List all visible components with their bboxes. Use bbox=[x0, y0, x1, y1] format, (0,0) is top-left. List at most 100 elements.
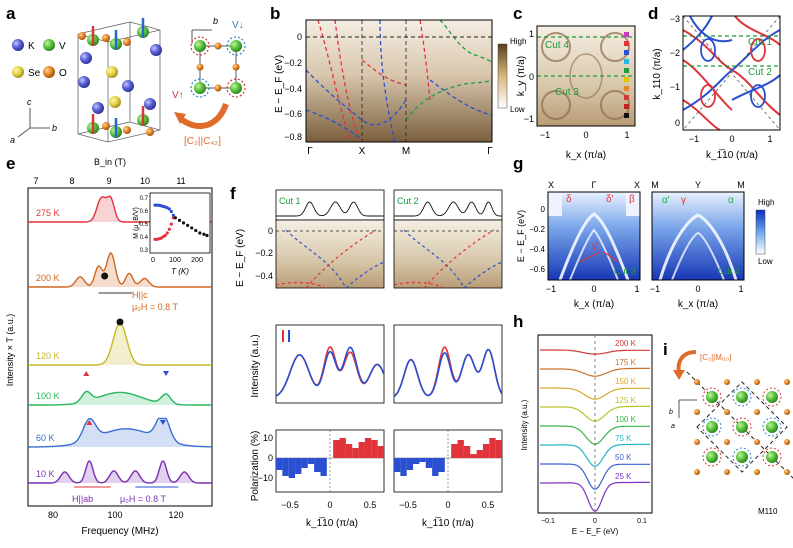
f-polarization-bar bbox=[451, 444, 458, 458]
e-inset-xtick: 200 bbox=[191, 257, 203, 264]
i-v-atom bbox=[736, 421, 748, 433]
atom bbox=[92, 102, 104, 114]
v-up-label: V↑ bbox=[172, 90, 184, 101]
red-triangle bbox=[83, 371, 90, 376]
panel-i: [C₂||Mᵢ₁₀] b a M110 bbox=[669, 350, 793, 516]
f-polarization-bar bbox=[413, 458, 420, 464]
d-ylabel: k_110 (π/a) bbox=[652, 48, 663, 99]
g-top-label: Γ bbox=[592, 180, 597, 190]
c-cut4-label: Cut 4 bbox=[545, 40, 569, 51]
f-polarization-bar bbox=[339, 438, 346, 458]
marker bbox=[624, 50, 629, 55]
edc-curve bbox=[539, 367, 651, 377]
band-line bbox=[429, 79, 493, 116]
blue-contour bbox=[731, 74, 781, 101]
g-xlabel-left: k_x (π/a) bbox=[574, 299, 614, 310]
axes-triad bbox=[17, 108, 50, 138]
spectrum-fill bbox=[28, 391, 212, 405]
bz-diagonal bbox=[682, 15, 781, 131]
f-cut2-label: Cut 2 bbox=[397, 196, 419, 206]
atom bbox=[102, 122, 110, 130]
atom bbox=[122, 80, 134, 92]
g-band-y bbox=[658, 213, 738, 281]
d-cut2-label: Cut 2 bbox=[748, 67, 772, 78]
marker bbox=[624, 32, 629, 37]
f-polarization-bar bbox=[371, 440, 378, 458]
e-inset-points bbox=[153, 203, 209, 241]
band-line bbox=[419, 19, 431, 101]
f-polarization-bar bbox=[364, 438, 372, 458]
d-frame bbox=[682, 15, 781, 131]
b-ytick: −0.6 bbox=[284, 109, 302, 119]
f-polarization-bar bbox=[476, 450, 483, 458]
inset-point bbox=[165, 231, 169, 235]
f-mdc-curve bbox=[394, 201, 502, 217]
f-polarization-bar bbox=[301, 458, 308, 468]
inset-point bbox=[202, 232, 206, 236]
atom bbox=[106, 66, 118, 78]
f-band-blue bbox=[345, 261, 385, 289]
panel-e: B_in (T) 7 8 9 10 11 275 K 200 K 120 K 100 … bbox=[5, 157, 213, 537]
b-xtick: Γ bbox=[307, 146, 313, 157]
g-beta-label: β bbox=[629, 194, 635, 205]
i-o-atom bbox=[724, 439, 730, 445]
g-xtick: 0 bbox=[695, 284, 700, 294]
e-top-tick: 7 bbox=[33, 176, 38, 186]
panel-c: Cut 4 Cut 3 k_y (π/a) k_x (π/a) −1 0 1 1… bbox=[516, 25, 636, 161]
e-inset-ytick: 0.6 bbox=[140, 209, 149, 215]
d-contours bbox=[682, 15, 781, 131]
e-top-tick: 10 bbox=[140, 176, 150, 186]
edc-temperature-label: 50 K bbox=[615, 453, 632, 462]
f-ylabel: E − E_F (eV) bbox=[235, 229, 246, 287]
g-gamma-prime-label: γ' bbox=[592, 241, 599, 252]
temperature-label: 120 K bbox=[36, 351, 60, 361]
i-o-atom bbox=[694, 439, 700, 445]
panel-label-g: g bbox=[513, 154, 523, 173]
band-line bbox=[305, 109, 363, 141]
panel-label-d: d bbox=[648, 4, 658, 23]
g-top-label: X bbox=[634, 180, 640, 190]
f-xtick: 0.5 bbox=[482, 500, 495, 510]
marker bbox=[624, 104, 629, 109]
e-inset-frame bbox=[149, 192, 211, 254]
f-polarization-bar bbox=[463, 446, 471, 458]
i-v-atom bbox=[736, 451, 748, 463]
inset-point bbox=[171, 213, 175, 217]
h-xtick: −0.1 bbox=[541, 518, 555, 525]
temperature-label: 10 K bbox=[36, 469, 55, 479]
f-polarization-bar bbox=[489, 438, 496, 458]
i-mirror-label: M110 bbox=[758, 507, 778, 516]
i-o-atom bbox=[694, 469, 700, 475]
panel-d: Cut 1 Cut 2 k_110 (π/a) k_1̅10 (π/a) −1 … bbox=[652, 14, 781, 161]
i-v-atom bbox=[766, 421, 778, 433]
e-inset-xtick: 100 bbox=[169, 257, 181, 264]
atom bbox=[78, 76, 90, 88]
i-rotation-arrowhead bbox=[673, 370, 685, 380]
g-left-frame bbox=[547, 191, 641, 281]
rotation-arrow bbox=[178, 102, 229, 129]
i-v-atom bbox=[736, 391, 748, 403]
small-axis-b: b bbox=[213, 16, 218, 26]
e-inset-xlabel: T (K) bbox=[171, 267, 189, 276]
panel-g: X Γ X M Y M δ δ' β γ' γ α' α Cut 3 Cut 4… bbox=[516, 180, 774, 310]
blue-triangle bbox=[159, 420, 166, 425]
fs-pocket bbox=[541, 90, 571, 120]
g-bands bbox=[548, 192, 738, 281]
h-xtick: 0 bbox=[593, 518, 597, 525]
fs-pocket bbox=[600, 32, 630, 62]
v-down-label: V↓ bbox=[232, 20, 244, 31]
i-o-atom bbox=[694, 379, 700, 385]
spectrum-fill bbox=[28, 461, 212, 483]
c-xtick: −1 bbox=[540, 130, 550, 140]
g-ylabel: E − E_F (eV) bbox=[516, 210, 526, 262]
e-inset-ytick: 0.3 bbox=[140, 248, 149, 254]
e-inset-ytick: 0.4 bbox=[140, 235, 149, 241]
g-xtick: −1 bbox=[650, 284, 660, 294]
d-xlabel: k_1̅10 (π/a) bbox=[706, 149, 758, 161]
g-top-label: M bbox=[651, 180, 659, 190]
i-dashed-ring bbox=[762, 387, 782, 407]
f-polarization-bar bbox=[282, 458, 289, 476]
legend-o-label: O bbox=[59, 68, 67, 79]
e-top-tick: 9 bbox=[106, 176, 111, 186]
spectrum-line bbox=[28, 251, 212, 288]
